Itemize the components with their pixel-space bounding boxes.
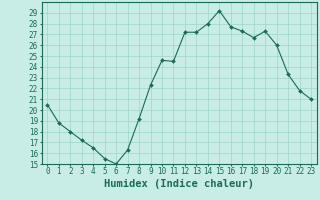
- X-axis label: Humidex (Indice chaleur): Humidex (Indice chaleur): [104, 179, 254, 189]
